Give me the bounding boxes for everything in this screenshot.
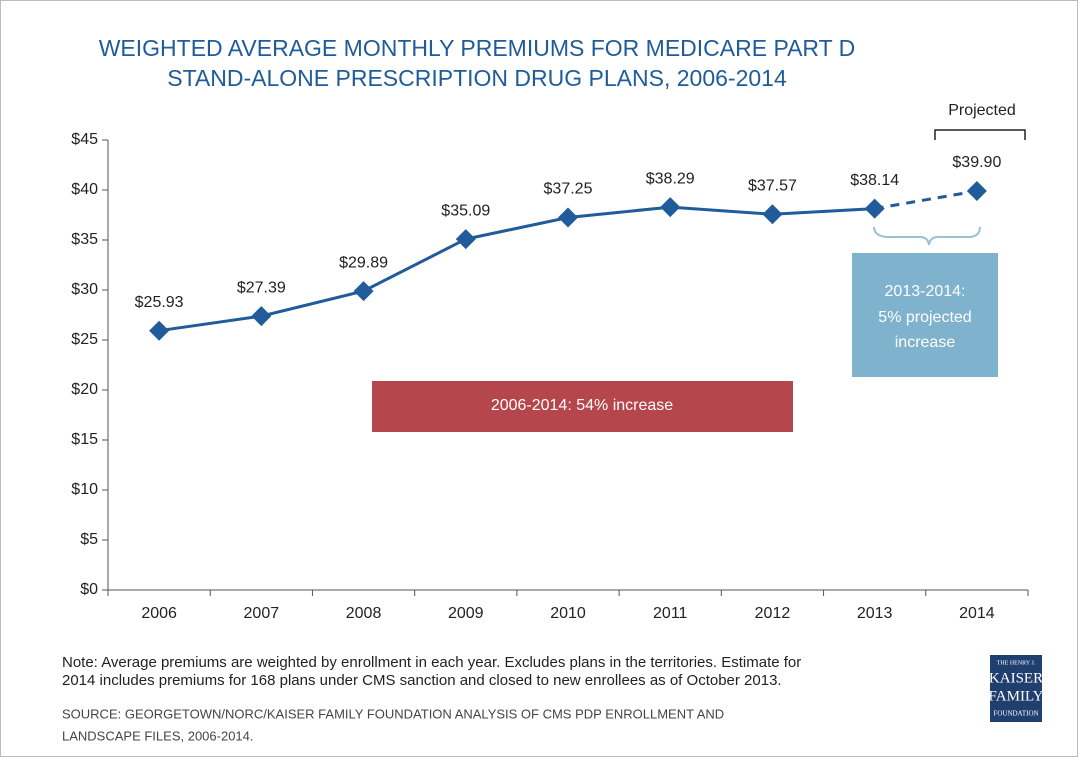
brace (873, 226, 981, 246)
y-tick-label: $0 (80, 581, 98, 598)
note: Note: Average premiums are weighted by e… (62, 654, 801, 671)
marker (966, 181, 987, 201)
annotation-text: 5% projected (878, 309, 971, 326)
projected-label: Projected (948, 102, 1016, 119)
source: LANDSCAPE FILES, 2006-2014. (62, 728, 254, 743)
y-tick-label: $35 (71, 231, 98, 248)
y-tick-label: $10 (71, 481, 98, 498)
logo-text: FOUNDATION (993, 710, 1038, 718)
y-tick-label: $20 (71, 381, 98, 398)
data-label: $25.93 (135, 294, 184, 311)
data-label: $37.25 (544, 181, 593, 198)
marker (558, 207, 578, 228)
line (158, 205, 875, 333)
data-label: $38.29 (646, 170, 695, 187)
x-tick-label: 2008 (346, 605, 382, 622)
data-label: $39.90 (952, 154, 1001, 171)
marker (149, 320, 170, 341)
annotation-box (852, 253, 998, 377)
x-tick-label: 2011 (653, 605, 688, 622)
projected-bracket (934, 129, 1026, 140)
source: SOURCE: GEORGETOWN/NORC/KAISER FAMILY FO… (62, 706, 724, 721)
marker (762, 204, 783, 225)
y-tick-label: $40 (71, 181, 98, 198)
data-label: $37.57 (748, 178, 797, 195)
logo-text: KAISER (989, 670, 1043, 686)
x-tick-label: 2013 (857, 605, 893, 622)
data-label: $35.09 (441, 202, 490, 219)
chart-title: WEIGHTED AVERAGE MONTHLY PREMIUMS FOR ME… (99, 35, 856, 61)
marker (660, 197, 681, 218)
x-tick-label: 2012 (755, 605, 791, 622)
x-tick-label: 2007 (244, 605, 280, 622)
x-tick-label: 2006 (141, 605, 177, 622)
annotation-text: 2013-2014: (885, 283, 966, 300)
x-tick-label: 2010 (550, 605, 586, 622)
data-label: $38.14 (850, 172, 899, 189)
marker (353, 281, 374, 302)
y-tick-label: $25 (71, 331, 98, 348)
logo-text: FAMILY (989, 688, 1044, 704)
annotation-text: increase (895, 334, 956, 351)
note: 2014 includes premiums for 168 plans und… (62, 672, 782, 689)
x-tick-label: 2014 (959, 605, 995, 622)
annotation-box (372, 381, 793, 432)
marker (251, 306, 272, 327)
y-tick-label: $45 (71, 131, 98, 148)
logo-text: THE HENRY J. (997, 660, 1036, 666)
y-tick-label: $5 (80, 531, 98, 548)
chart-title: STAND-ALONE PRESCRIPTION DRUG PLANS, 200… (167, 65, 787, 91)
logo (990, 655, 1042, 722)
x-tick-label: 2009 (448, 605, 484, 622)
marker (455, 229, 476, 250)
data-label: $29.89 (339, 254, 388, 271)
data-label: $27.39 (237, 279, 286, 296)
annotation-text: 2006-2014: 54% increase (491, 397, 673, 414)
projected-line (874, 189, 978, 211)
marker (864, 198, 885, 219)
y-tick-label: $30 (71, 281, 98, 298)
y-tick-label: $15 (71, 431, 98, 448)
